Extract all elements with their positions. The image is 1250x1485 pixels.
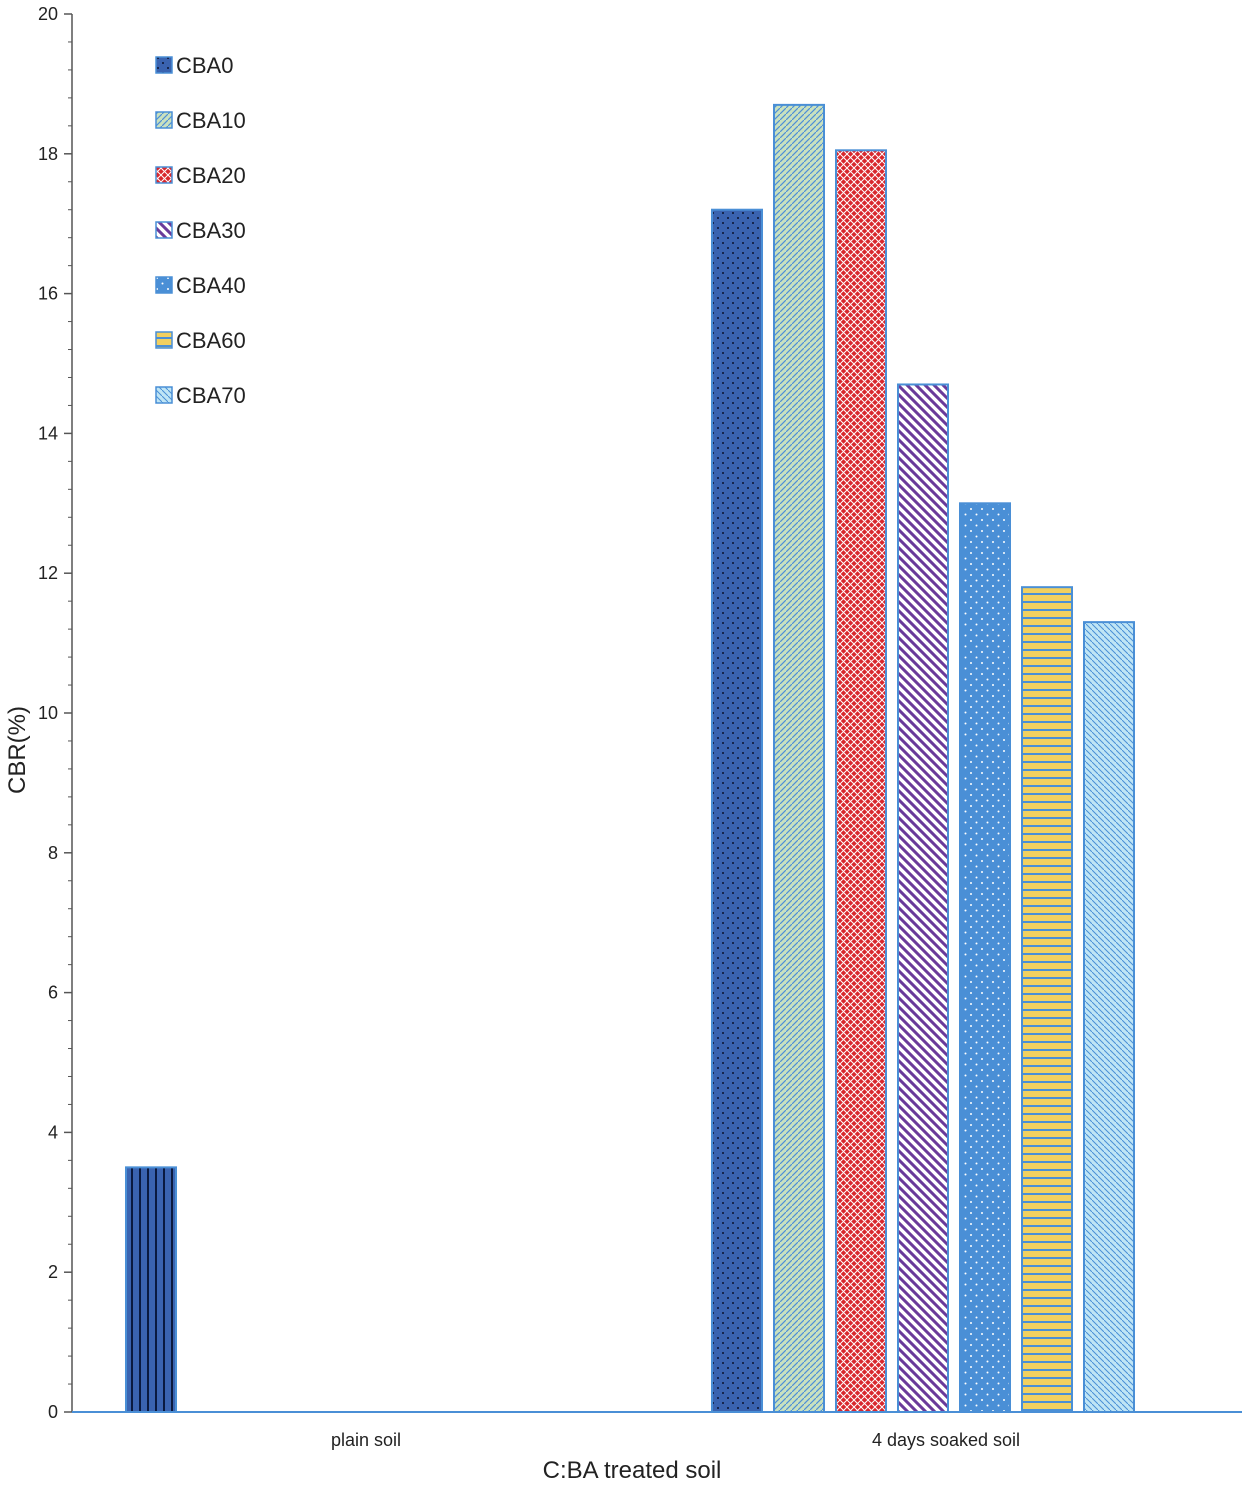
bar-cba30-soaked-soil [897,383,949,1414]
y-tick-label: 2 [48,1262,58,1282]
legend-swatch-cba30 [155,221,173,239]
y-tick-label: 12 [38,563,58,583]
bar-cba10-soaked-soil [773,103,825,1414]
y-tick-label: 20 [38,4,58,24]
legend-label-cba40: CBA40 [176,273,246,298]
y-tick-label: 4 [48,1122,58,1142]
bar-cba0-plain-soil [125,1166,177,1413]
y-tick-label: 14 [38,423,58,443]
legend-swatch-cba40 [155,276,173,294]
legend-label-cba30: CBA30 [176,218,246,243]
legend-swatch-cba60 [155,331,173,349]
y-tick-label: 8 [48,843,58,863]
legend-swatch-cba20 [155,166,173,184]
y-tick-label: 0 [48,1402,58,1422]
y-tick-label: 18 [38,144,58,164]
bar-cba70-soaked-soil [1083,621,1135,1413]
bar-cba20-soaked-soil [835,149,887,1413]
legend-label-cba0: CBA0 [176,53,233,78]
legend-label-cba10: CBA10 [176,108,246,133]
legend-swatch-cba10 [155,111,173,129]
y-axis-title: CBR(%) [4,706,31,794]
y-tick-label: 6 [48,983,58,1003]
legend-label-cba70: CBA70 [176,383,246,408]
x-category-label: 4 days soaked soil [872,1430,1020,1450]
bar-cba60-soaked-soil [1021,586,1073,1413]
legend-swatch-cba70 [155,386,173,404]
y-tick-label: 16 [38,284,58,304]
y-tick-label: 10 [38,703,58,723]
bar-cba40-soaked-soil [959,502,1011,1413]
x-axis-title: C:BA treated soil [543,1457,722,1484]
bar-cba0-soaked-soil [711,208,763,1414]
legend-label-cba20: CBA20 [176,163,246,188]
x-category-label: plain soil [331,1430,401,1450]
legend-label-cba60: CBA60 [176,328,246,353]
legend-swatch-cba0 [155,56,173,74]
